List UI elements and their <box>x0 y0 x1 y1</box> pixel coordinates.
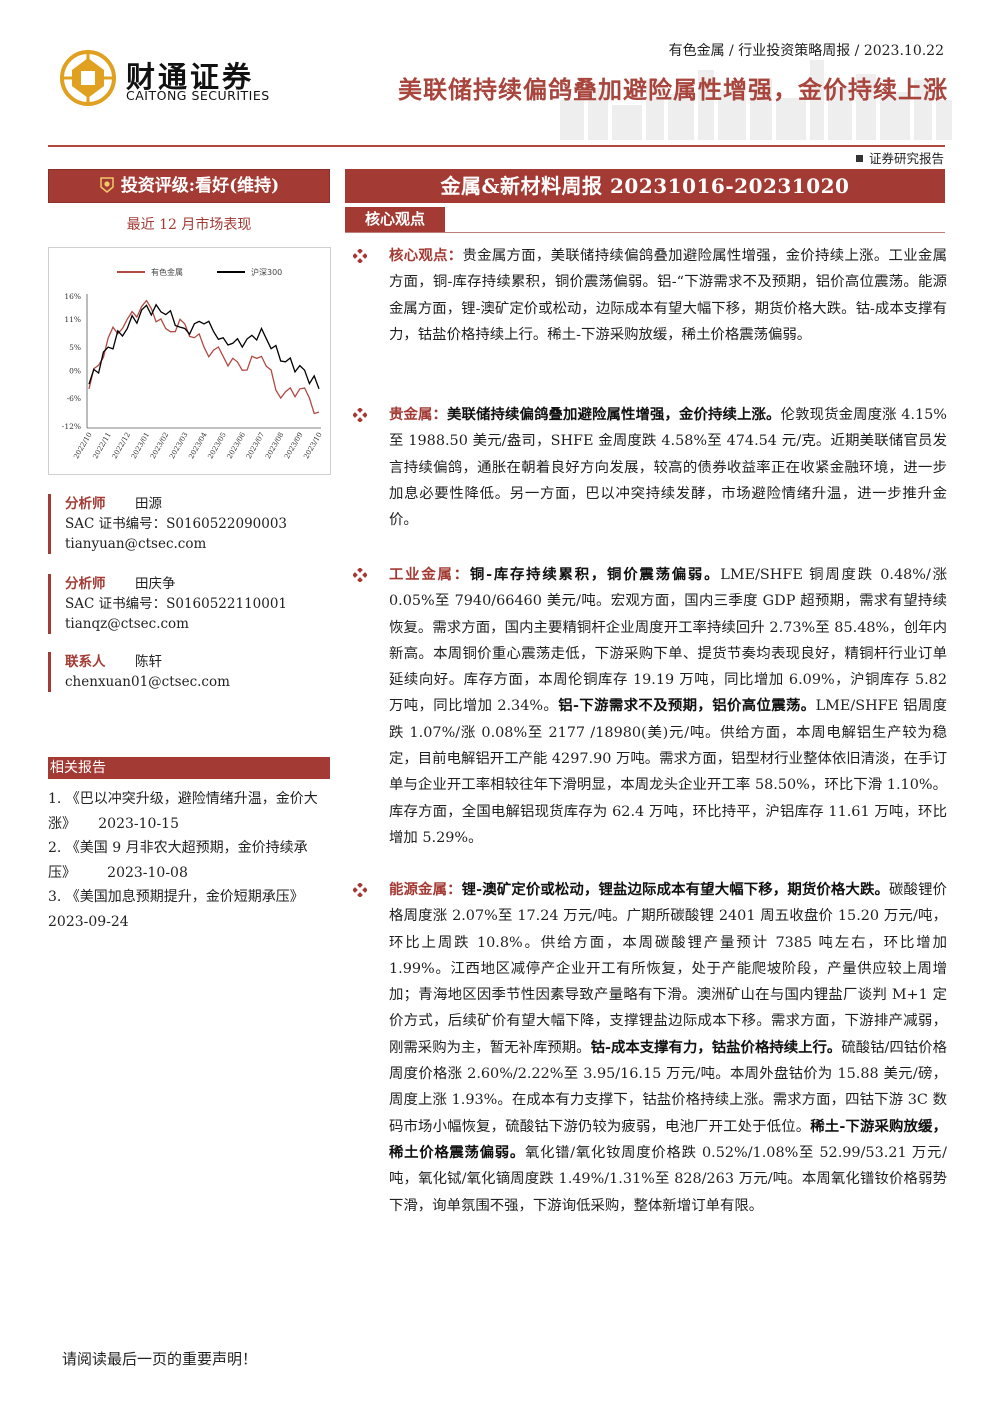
y-tick-label: 0% <box>69 366 81 375</box>
related-reports-heading: 相关报告 <box>48 757 330 779</box>
market-performance-chart: 有色金属 沪深300 16% 11% 5% 0% -6% -12% 2022/10 2022/11… <box>48 247 331 475</box>
core-view-divider <box>345 232 945 233</box>
section-text: 硫酸钴/四钴价格周度价格涨 2.60%/2.22%至 3.95/16.15 万元… <box>389 1039 947 1135</box>
section-text: 贵金属方面，美联储持续偏鸽叠加避险属性增强，金价持续上涨。工业金属方面，铜-库存… <box>389 248 947 343</box>
contact-card: 联系人 陈轩 chenxuan01@ctsec.com <box>48 652 230 692</box>
header-divider <box>48 145 945 147</box>
medal-icon <box>100 177 114 193</box>
headline: 美联储持续偏鸽叠加避险属性增强，金价持续上涨 <box>398 76 948 104</box>
diamond-bullet-icon <box>353 249 367 263</box>
section-text: LME/SHFE 铝周度跌 1.07%/涨 0.08%至 2177 /18980… <box>389 698 947 846</box>
related-report-item[interactable]: 2. 《美国 9 月非农大超预期，金价持续承压》 2023-10-08 <box>48 836 338 885</box>
analyst-role: 分析师 <box>65 496 106 512</box>
square-bullet-icon <box>855 155 863 162</box>
analyst-email[interactable]: tianyuan@ctsec.com <box>65 536 207 552</box>
related-report-title: 2. 《美国 9 月非农大超预期，金价持续承压》 <box>48 840 308 881</box>
section-energy-metals: 能源金属：锂-澳矿定价或松动，锂盐边际成本有望大幅下移，期货价格大跌。碳酸锂价格… <box>353 877 947 1219</box>
doc-type-label: 证券研究报告 <box>868 151 944 166</box>
contact-role: 联系人 <box>65 654 106 670</box>
analyst-card: 分析师 田庆争 SAC 证书编号：S0160522110001 tianqz@ct… <box>48 574 287 634</box>
diamond-bullet-icon <box>353 883 367 897</box>
contact-email[interactable]: chenxuan01@ctsec.com <box>65 674 230 690</box>
section-core-view: 核心观点：贵金属方面，美联储持续偏鸽叠加避险属性增强，金价持续上涨。工业金属方面… <box>353 243 947 348</box>
investment-rating: 投资评级:看好(维持) <box>48 169 330 203</box>
section-highlight: 稀土-下游采购放缓，稀土价格震荡偏弱。 <box>389 1117 947 1161</box>
section-highlight: 铝-下游需求不及预期，铝价高位震荡。 <box>558 697 816 715</box>
related-report-title: 1. 《巴以冲突升级，避险情绪升温，金价大涨》 <box>48 791 318 832</box>
section-highlight: 美联储持续偏鸽叠加避险属性增强，金价持续上涨。 <box>447 406 781 423</box>
section-highlight: 钴-成本支撑有力，钴盐价格持续上行。 <box>590 1038 842 1056</box>
footer-disclaimer: 请阅读最后一页的重要声明！ <box>62 1350 258 1368</box>
section-precious-metals: 贵金属：美联储持续偏鸽叠加避险属性增强，金价持续上涨。伦敦现货金周度涨 4.15… <box>353 402 947 533</box>
related-reports-list: 1. 《巴以冲突升级，避险情绪升温，金价大涨》 2023-10-15 2. 《美… <box>48 787 338 934</box>
chart-svg: 有色金属 沪深30016%11%5%0%-6%-12%2022/102022/11… <box>62 267 324 460</box>
section-tag: 核心观点： <box>389 247 463 264</box>
related-report-date: 2023-10-15 <box>98 815 179 832</box>
section-tag: 能源金属： <box>389 881 462 898</box>
section-text: 伦敦现货金周度涨 4.15%至 1988.50 美元/盎司，SHFE 金周度跌 … <box>389 407 947 529</box>
analyst-name: 田庆争 <box>135 576 176 592</box>
analyst-email[interactable]: tianqz@ctsec.com <box>65 616 189 632</box>
section-text: 碳酸锂价格周度涨 2.07%至 17.24 万元/吨。广期所碳酸锂 2401 周… <box>389 882 947 1056</box>
section-tag: 工业金属： <box>389 566 470 583</box>
diamond-bullet-icon <box>353 408 367 422</box>
section-text: 氧化镨/氧化钕周度价格跌 0.52%/1.08%至 52.99/53.21 万元… <box>389 1144 947 1214</box>
x-tick-label: 2023/10 <box>302 431 323 460</box>
series-line <box>88 299 320 415</box>
section-text: LME/SHFE 铜周度跌 0.48%/涨 0.05%至 7940/66460 … <box>389 567 947 715</box>
y-tick-label: 16% <box>64 292 81 301</box>
related-report-date: 2023-10-08 <box>107 864 188 881</box>
skyline-decoration <box>560 60 952 140</box>
section-highlight: 锂-澳矿定价或松动，锂盐边际成本有望大幅下移，期货价格大跌。 <box>461 881 890 898</box>
section-industrial-metals: 工业金属：铜-库存持续累积，铜价震荡偏弱。LME/SHFE 铜周度跌 0.48%… <box>353 562 947 851</box>
y-tick-label: -6% <box>67 394 81 403</box>
analyst-card: 分析师 田源 SAC 证书编号：S0160522090003 tianyuan@c… <box>48 494 287 554</box>
analyst-name: 田源 <box>135 496 162 512</box>
rating-label: 投资评级:看好(维持) <box>120 176 280 196</box>
logo-text-cn: 财通证券 <box>126 60 255 94</box>
core-view-tab: 核心观点 <box>345 207 445 232</box>
legend-label: 有色金属 <box>151 267 183 277</box>
doc-type: 证券研究报告 <box>855 148 944 167</box>
section-highlight: 铜-库存持续累积，铜价震荡偏弱。 <box>469 566 721 583</box>
related-report-item[interactable]: 1. 《巴以冲突升级，避险情绪升温，金价大涨》 2023-10-15 <box>48 787 338 836</box>
related-report-title: 3. 《美国加息预期提升，金价短期承压》 <box>48 889 304 905</box>
series-line <box>88 303 320 390</box>
logo-text-en: CAITONG SECURITIES <box>126 88 270 103</box>
report-title: 金属&新材料周报 20231016-20231020 <box>345 169 945 203</box>
report-meta: 有色金属 / 行业投资策略周报 / 2023.10.22 <box>668 43 944 59</box>
contact-name: 陈轩 <box>135 654 162 670</box>
company-logo: 财通证券 CAITONG SECURITIES <box>60 50 300 106</box>
y-tick-label: 11% <box>64 315 81 324</box>
legend-label: 沪深300 <box>251 267 282 277</box>
y-tick-label: 5% <box>69 343 81 352</box>
analyst-cert: SAC 证书编号：S0160522090003 <box>65 516 288 532</box>
related-report-date: 2023-09-24 <box>48 913 129 930</box>
analyst-role: 分析师 <box>65 576 106 592</box>
caitong-logo-mark-icon <box>60 50 116 106</box>
market-performance-label: 最近 12 月市场表现 <box>126 217 252 233</box>
y-tick-label: -12% <box>62 422 81 431</box>
related-report-item[interactable]: 3. 《美国加息预期提升，金价短期承压》 2023-09-24 <box>48 885 338 934</box>
section-tag: 贵金属： <box>389 406 448 423</box>
analyst-cert: SAC 证书编号：S0160522110001 <box>65 596 288 612</box>
diamond-bullet-icon <box>353 568 367 582</box>
